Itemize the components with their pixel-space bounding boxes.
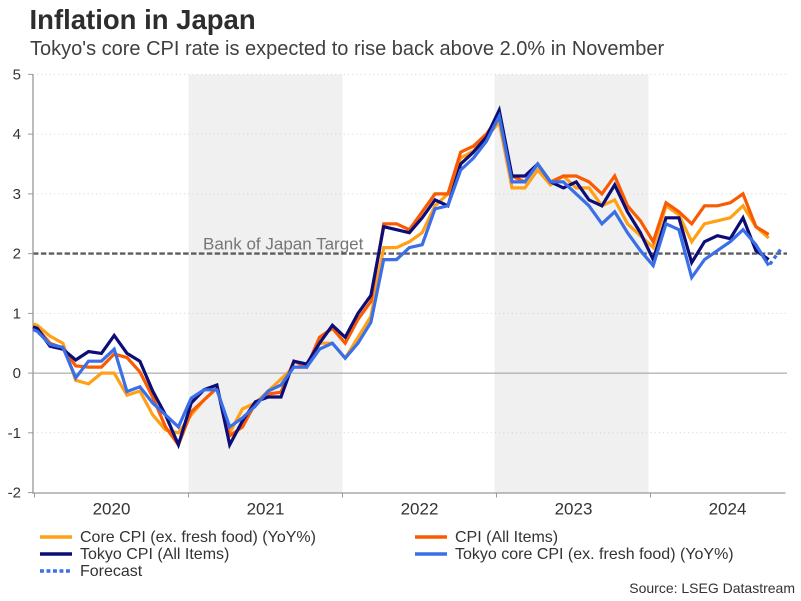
svg-text:5: 5 <box>13 66 21 83</box>
svg-text:Core CPI (ex. fresh food) (YoY: Core CPI (ex. fresh food) (YoY%) <box>80 529 316 546</box>
svg-text:1: 1 <box>13 305 21 322</box>
svg-text:Forecast: Forecast <box>80 563 143 580</box>
svg-text:2022: 2022 <box>401 500 439 519</box>
svg-text:Tokyo core CPI (ex. fresh food: Tokyo core CPI (ex. fresh food) (YoY%) <box>455 546 734 563</box>
svg-text:CPI (All Items): CPI (All Items) <box>455 529 558 546</box>
svg-text:2020: 2020 <box>93 500 131 519</box>
svg-text:2021: 2021 <box>247 500 285 519</box>
svg-text:3: 3 <box>13 186 21 203</box>
svg-text:Bank of Japan Target: Bank of Japan Target <box>203 235 364 254</box>
svg-text:-2: -2 <box>8 485 21 502</box>
svg-text:4: 4 <box>13 126 21 143</box>
svg-text:-1: -1 <box>8 425 21 442</box>
svg-text:Tokyo CPI (All Items): Tokyo CPI (All Items) <box>80 546 229 563</box>
svg-text:2: 2 <box>13 246 21 263</box>
svg-text:2023: 2023 <box>555 500 593 519</box>
svg-text:0: 0 <box>13 365 21 382</box>
svg-text:Source: LSEG Datastream: Source: LSEG Datastream <box>629 580 795 596</box>
svg-text:2024: 2024 <box>709 500 747 519</box>
